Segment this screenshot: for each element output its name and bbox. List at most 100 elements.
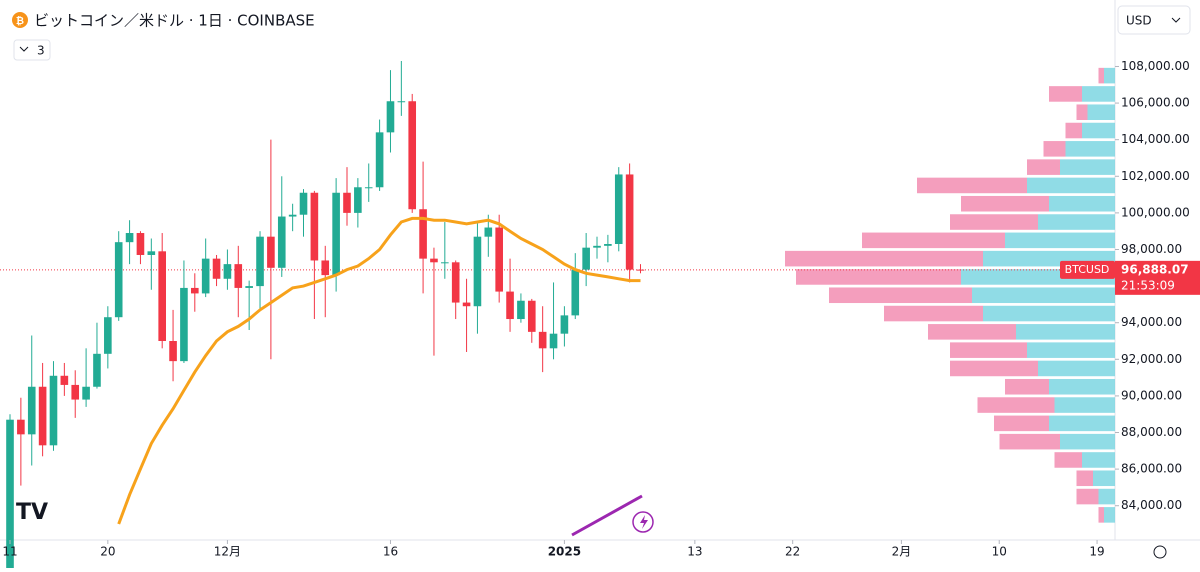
y-tick-label: 86,000.00 [1121,462,1182,476]
candle-body [201,258,210,294]
chevron-icon [1171,17,1181,23]
bitcoin-icon [12,12,28,28]
indicator-count: 3 [37,44,45,58]
moving-average [117,216,641,525]
candle-body [277,216,286,268]
volume-down [1043,141,1066,157]
volume-down [1076,104,1088,121]
volume-down [1027,159,1060,175]
y-tick-label: 90,000.00 [1121,388,1182,402]
candle-body [538,331,547,349]
y-tick-label: 84,000.00 [1121,498,1182,512]
volume-down [1049,86,1082,102]
candle-body [158,251,166,341]
candle-body [614,174,623,244]
candle-body [582,247,590,270]
y-tick-label: 108,000.00 [1121,59,1190,73]
candle-body [190,287,199,294]
candle-body [364,187,373,189]
y-tick-label: 106,000.00 [1121,96,1190,110]
candle-body [93,353,101,387]
candle-body [212,258,221,279]
lightning-icon [640,515,648,529]
candle-body [495,227,503,292]
volume-down [785,250,983,267]
volume-down [1098,67,1104,84]
candle-body [245,286,253,288]
x-tick-label: 20 [100,545,115,559]
volume-down [928,324,1016,340]
candle-body [506,291,514,320]
candle-body [310,192,319,261]
candle-body [136,233,145,255]
indicator-toggle[interactable] [13,39,51,61]
candle-body [473,236,482,307]
candle-body [104,317,112,354]
volume-up [1065,141,1115,157]
volume-up [1082,86,1115,102]
tradingview-logo: TV [16,500,48,525]
candle-body [169,341,177,362]
volume-up [1016,324,1115,340]
candle-body [386,101,395,133]
candle-body [527,300,536,332]
x-tick-label: 22 [785,545,800,559]
candle-body [430,258,438,263]
candle-body [125,233,134,243]
candle-body [441,262,449,264]
candle-body [419,209,427,259]
bitcoin-symbol: ₿ [16,15,24,27]
volume-profile [785,67,1115,523]
chart-title: ビットコイン／米ドル · 1日 · COINBASE [34,12,315,30]
y-tick-label: 88,000.00 [1121,425,1182,439]
volume-down [1065,122,1082,139]
candle-body [593,245,601,248]
volume-down [950,342,1027,358]
candle-body [71,384,80,400]
x-tick-label: 2月 [892,545,912,559]
y-tick-label: 102,000.00 [1121,169,1190,183]
volume-up [1082,122,1115,139]
candle-body [17,419,25,435]
settings-icon[interactable] [1153,545,1167,559]
volume-up [1038,360,1115,377]
candle-body [625,174,634,270]
plot [0,60,1115,572]
symbol-tag [1060,260,1115,279]
candle-body [114,242,123,318]
volume-down [1054,452,1082,468]
volume-up [1038,214,1115,230]
volume-up [1054,397,1115,413]
candle-body [147,251,156,255]
candle-body [321,260,330,276]
volume-down [950,214,1038,230]
candle-body [60,375,69,385]
x-tick-label: 16 [383,545,398,559]
candle-body [332,192,340,276]
volume-down [884,305,983,322]
volume-up [1060,433,1115,450]
y-tick-label: 92,000.00 [1121,352,1182,366]
candle-body [560,315,569,334]
volume-down [862,232,1005,249]
volume-up [1060,159,1115,175]
candle-body [408,101,417,210]
y-tick-label: 104,000.00 [1121,132,1190,146]
volume-up [1049,415,1115,432]
volume-up [1082,452,1115,468]
volume-up [983,305,1115,322]
countdown-label: 21:53:09 [1121,278,1175,292]
chevron-icon [19,46,29,52]
volume-up [1104,507,1115,523]
y-tick-label: 98,000.00 [1121,242,1182,256]
last-price-label: 96,888.07 [1121,262,1189,276]
volume-down [917,177,1027,194]
currency-button[interactable] [1117,5,1191,35]
volume-down [1098,507,1104,523]
volume-up [1087,104,1115,121]
currency-label: USD [1126,14,1152,28]
volume-up [1049,378,1115,395]
volume-down [961,195,1049,212]
volume-up [1049,195,1115,212]
